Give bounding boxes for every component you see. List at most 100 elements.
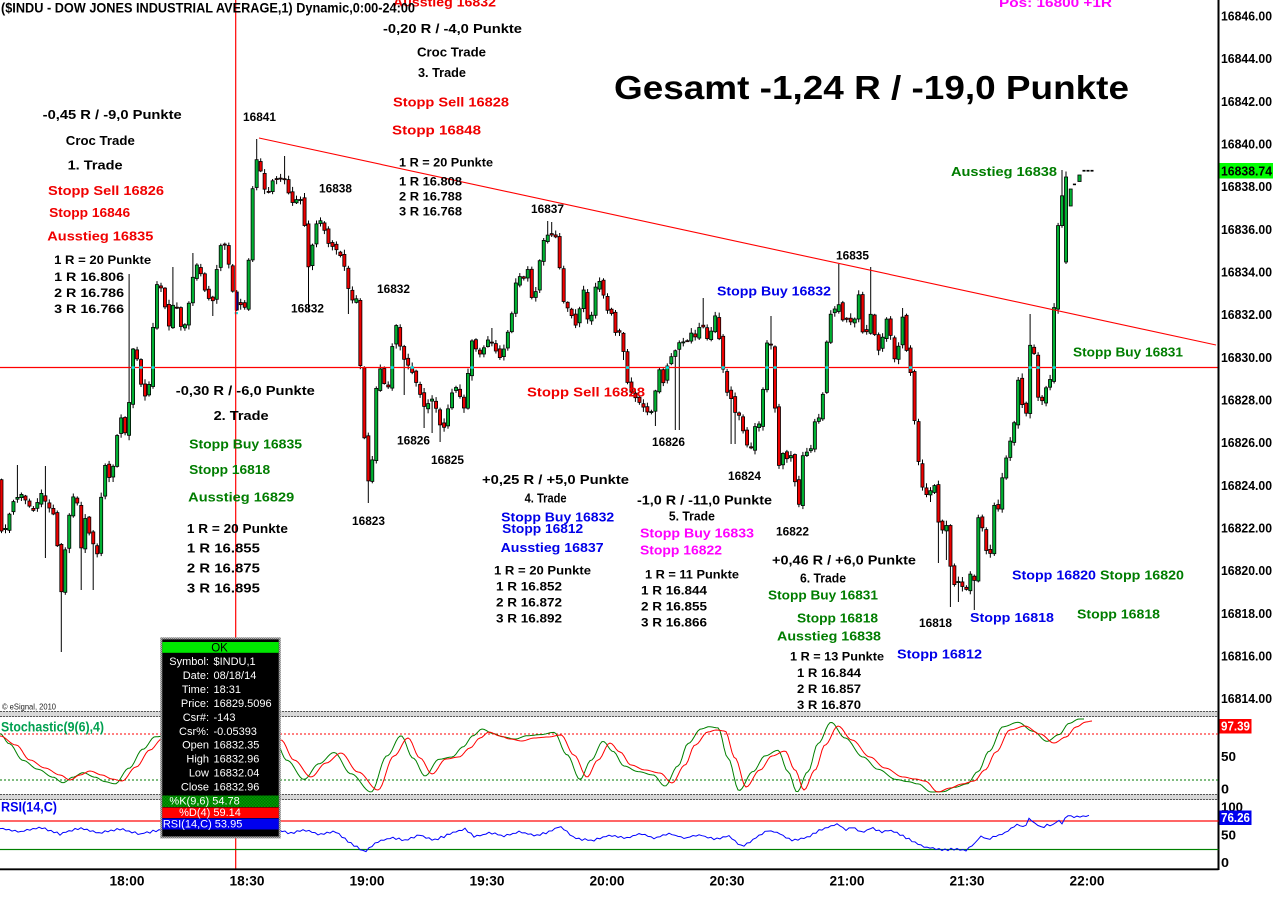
- svg-text:Pos: 16800 +1R: Pos: 16800 +1R: [999, 0, 1113, 10]
- svg-text:Stopp 16820: Stopp 16820: [1012, 568, 1096, 583]
- svg-text:+0,25 R / +5,0 Punkte: +0,25 R / +5,0 Punkte: [482, 472, 629, 487]
- svg-text:Stopp 16818: Stopp 16818: [1077, 607, 1160, 622]
- svg-text:Stopp 16846: Stopp 16846: [49, 205, 130, 220]
- svg-text:16818.00: 16818.00: [1221, 606, 1272, 621]
- svg-text:16838.74: 16838.74: [1221, 164, 1273, 179]
- svg-text:97.39: 97.39: [1221, 719, 1250, 734]
- svg-text:18:00: 18:00: [110, 873, 145, 889]
- svg-text:16838: 16838: [319, 182, 352, 196]
- svg-text:16824.00: 16824.00: [1221, 478, 1272, 493]
- svg-text:Low: Low: [189, 768, 209, 780]
- svg-text:20:00: 20:00: [590, 873, 625, 889]
- svg-text:21:30: 21:30: [950, 873, 985, 889]
- svg-text:2 R 16.788: 2 R 16.788: [399, 190, 462, 204]
- svg-text:Stopp 16822: Stopp 16822: [640, 543, 722, 558]
- svg-text:3 R 16.895: 3 R 16.895: [187, 582, 260, 596]
- svg-text:($INDU - DOW JONES INDUSTRIAL: ($INDU - DOW JONES INDUSTRIAL AVERAGE,1)…: [1, 1, 415, 16]
- svg-text:Symbol:: Symbol:: [169, 656, 209, 668]
- svg-text:16832: 16832: [377, 282, 410, 296]
- svg-text:Price:: Price:: [181, 698, 209, 710]
- svg-text:16830.00: 16830.00: [1221, 350, 1272, 365]
- svg-text:16814.00: 16814.00: [1221, 691, 1272, 706]
- svg-text:Stopp 16812: Stopp 16812: [502, 521, 583, 536]
- svg-text:1 R 16.808: 1 R 16.808: [399, 175, 462, 189]
- svg-text:1 R 16.806: 1 R 16.806: [54, 270, 124, 284]
- svg-text:Ausstieg 16838: Ausstieg 16838: [951, 164, 1057, 179]
- svg-text:16822: 16822: [776, 525, 809, 539]
- svg-text:16835: 16835: [836, 249, 869, 263]
- svg-text:76.26: 76.26: [1221, 810, 1250, 825]
- svg-text:50: 50: [1221, 828, 1236, 843]
- svg-text:Stopp 16812: Stopp 16812: [897, 647, 982, 662]
- svg-text:6. Trade: 6. Trade: [800, 571, 846, 586]
- svg-text:Csr%:: Csr%:: [179, 726, 209, 738]
- svg-text:16826: 16826: [652, 435, 685, 449]
- svg-text:-1,0 R / -11,0 Punkte: -1,0 R / -11,0 Punkte: [637, 493, 772, 508]
- svg-text:Close: Close: [181, 782, 209, 794]
- svg-text:18:31: 18:31: [214, 684, 242, 696]
- svg-text:Ausstieg 16838: Ausstieg 16838: [777, 629, 881, 644]
- svg-text:1 R = 11 Punkte: 1 R = 11 Punkte: [645, 568, 739, 582]
- svg-text:Gesamt -1,24 R / -19,0 Punkte: Gesamt -1,24 R / -19,0 Punkte: [614, 69, 1129, 106]
- svg-text:Ausstieg 16835: Ausstieg 16835: [47, 229, 153, 244]
- svg-text:16832.96: 16832.96: [214, 754, 260, 766]
- svg-text:1 R = 20 Punkte: 1 R = 20 Punkte: [399, 156, 493, 170]
- svg-text:%D(4) 59.14: %D(4) 59.14: [179, 807, 241, 819]
- svg-text:08/18/14: 08/18/14: [214, 670, 257, 682]
- svg-text:16832.35: 16832.35: [214, 740, 260, 752]
- svg-text:16822.00: 16822.00: [1221, 521, 1272, 536]
- svg-text:-0,20 R / -4,0 Punkte: -0,20 R / -4,0 Punkte: [383, 21, 522, 36]
- svg-text:16832.04: 16832.04: [214, 768, 260, 780]
- svg-text:50: 50: [1221, 749, 1236, 764]
- svg-text:1 R 16.852: 1 R 16.852: [496, 580, 562, 594]
- svg-text:16846.00: 16846.00: [1221, 9, 1272, 24]
- svg-text:$INDU,1: $INDU,1: [214, 656, 256, 668]
- svg-text:2 R 16.857: 2 R 16.857: [797, 682, 861, 696]
- svg-text:16820.00: 16820.00: [1221, 563, 1272, 578]
- svg-text:1 R = 20 Punkte: 1 R = 20 Punkte: [494, 564, 591, 578]
- svg-text:Stopp 16818: Stopp 16818: [189, 462, 270, 477]
- svg-text:16826.00: 16826.00: [1221, 435, 1272, 450]
- svg-text:+0,46 R / +6,0 Punkte: +0,46 R / +6,0 Punkte: [772, 553, 916, 568]
- svg-text:Date:: Date:: [183, 670, 209, 682]
- svg-text:High: High: [186, 754, 209, 766]
- svg-text:Croc Trade: Croc Trade: [66, 133, 135, 148]
- svg-text:16829.5096: 16829.5096: [214, 698, 272, 710]
- svg-text:Stopp Buy 16832: Stopp Buy 16832: [717, 284, 831, 299]
- svg-text:0: 0: [1221, 782, 1229, 797]
- svg-text:Stopp Buy 16832: Stopp Buy 16832: [501, 510, 614, 525]
- svg-text:3 R 16.892: 3 R 16.892: [496, 612, 562, 626]
- svg-text:-0.05393: -0.05393: [214, 726, 257, 738]
- svg-text:4. Trade: 4. Trade: [525, 491, 567, 506]
- svg-text:3. Trade: 3. Trade: [418, 65, 466, 80]
- svg-text:Csr#:: Csr#:: [183, 712, 209, 724]
- svg-text:2. Trade: 2. Trade: [214, 408, 269, 423]
- svg-text:Ausstieg 16837: Ausstieg 16837: [501, 540, 604, 555]
- svg-text:Stopp 16820: Stopp 16820: [1100, 568, 1184, 583]
- svg-text:Stopp 16818: Stopp 16818: [970, 610, 1054, 625]
- svg-text:16832.96: 16832.96: [214, 782, 260, 794]
- svg-text:1 R 16.844: 1 R 16.844: [641, 584, 707, 598]
- svg-text:Stopp Buy 16835: Stopp Buy 16835: [189, 437, 302, 452]
- svg-text:Open: Open: [182, 740, 209, 752]
- svg-text:16816.00: 16816.00: [1221, 649, 1272, 664]
- svg-text:1 R = 13 Punkte: 1 R = 13 Punkte: [790, 650, 884, 664]
- svg-text:1 R = 20 Punkte: 1 R = 20 Punkte: [54, 253, 151, 267]
- svg-text:16837: 16837: [531, 202, 564, 216]
- svg-text:OK: OK: [211, 643, 228, 655]
- svg-text:16828.00: 16828.00: [1221, 393, 1272, 408]
- svg-text:21:00: 21:00: [830, 873, 865, 889]
- svg-text:0: 0: [1221, 855, 1229, 870]
- svg-text:16825: 16825: [431, 453, 464, 467]
- svg-text:© eSignal, 2010: © eSignal, 2010: [2, 702, 56, 712]
- svg-text:5. Trade: 5. Trade: [669, 509, 715, 524]
- svg-text:Stochastic(9(6),4): Stochastic(9(6),4): [1, 719, 104, 735]
- svg-text:RSI(14,C) 53.95: RSI(14,C) 53.95: [163, 818, 242, 830]
- svg-text:16844.00: 16844.00: [1221, 51, 1272, 66]
- svg-text:16836.00: 16836.00: [1221, 222, 1272, 237]
- svg-text:3 R 16.766: 3 R 16.766: [54, 302, 124, 316]
- svg-text:Stopp Sell 16826: Stopp Sell 16826: [48, 183, 164, 198]
- svg-text:3 R 16.768: 3 R 16.768: [399, 205, 462, 219]
- svg-text:-0,45 R / -9,0 Punkte: -0,45 R / -9,0 Punkte: [43, 107, 182, 122]
- svg-text:Time:: Time:: [182, 684, 209, 696]
